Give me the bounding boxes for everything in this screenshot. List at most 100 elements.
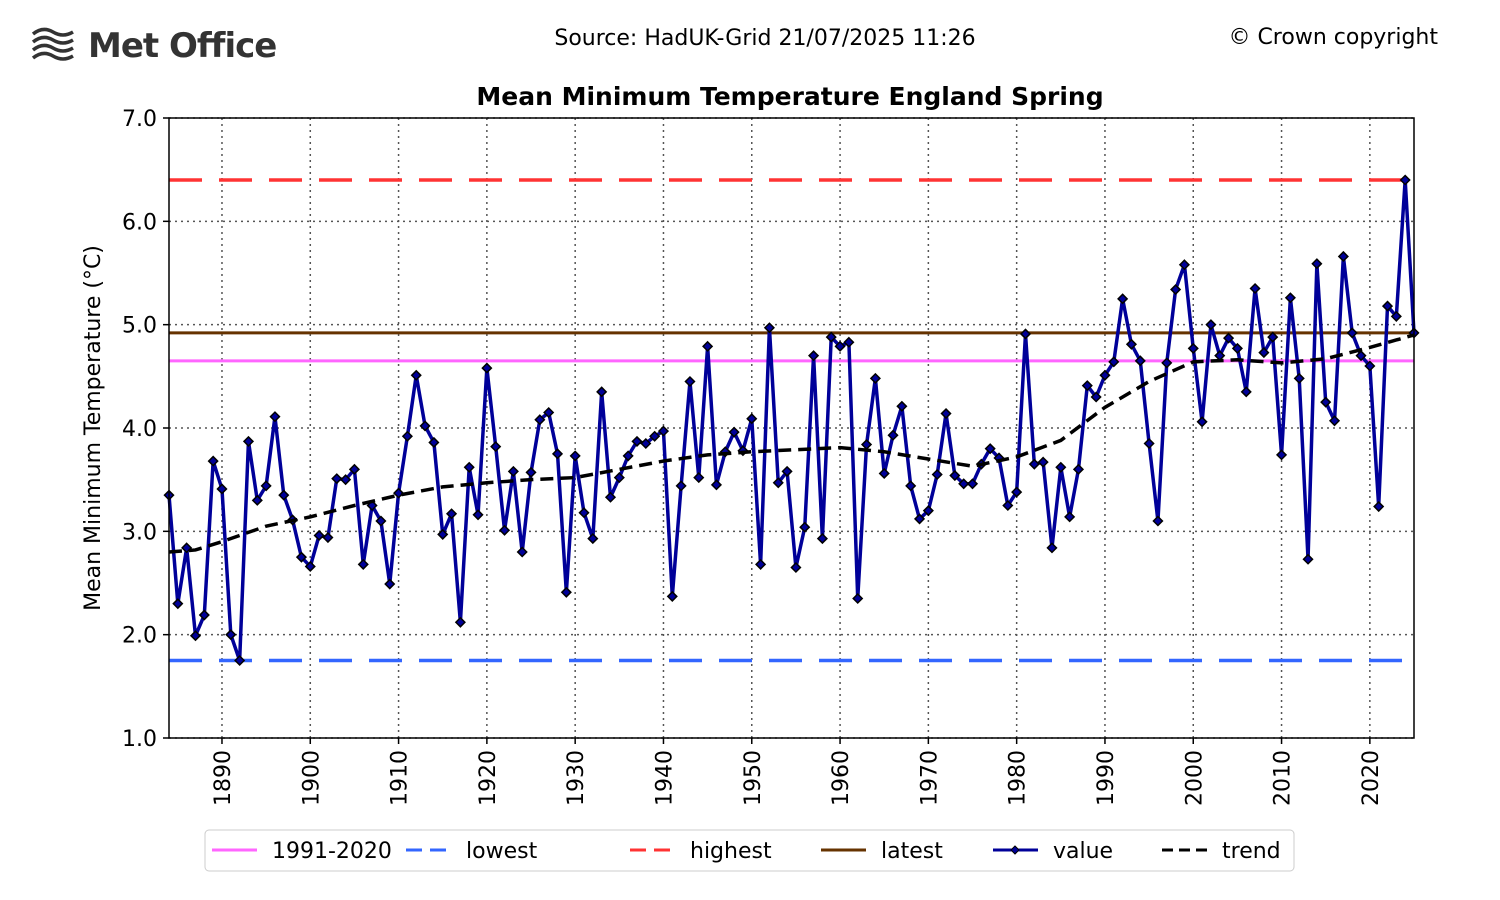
y-tick-label: 6.0 — [122, 210, 157, 235]
value-point — [640, 437, 652, 450]
value-point — [755, 558, 767, 570]
value-point — [1161, 357, 1173, 369]
value-point — [534, 414, 546, 426]
legend-label-latest: latest — [881, 839, 943, 864]
trend-line — [168, 333, 1415, 554]
value-point — [278, 489, 290, 501]
value-point — [578, 507, 590, 519]
value-point — [922, 505, 934, 517]
value-point — [1011, 486, 1023, 498]
legend-label-baseline: 1991-2020 — [272, 839, 392, 864]
value-point — [1223, 332, 1235, 344]
value-point — [490, 441, 502, 453]
value-point — [958, 478, 970, 490]
x-tick-label: 1920 — [476, 750, 501, 806]
value-point — [242, 435, 255, 447]
value-point — [657, 425, 670, 437]
value-point — [207, 455, 219, 467]
value-point — [613, 472, 625, 484]
logo-waves-icon — [31, 27, 74, 61]
value-point — [304, 560, 316, 573]
value-point — [340, 474, 352, 486]
value-point — [896, 400, 908, 412]
value-point — [808, 350, 820, 362]
value-point — [728, 426, 740, 438]
value-point — [1267, 331, 1279, 343]
value-point — [1275, 449, 1288, 461]
value-point — [1002, 499, 1014, 512]
value-point — [666, 590, 678, 602]
value-point — [551, 448, 564, 460]
value-point — [1099, 369, 1111, 381]
x-tick-label: 1970 — [917, 750, 942, 806]
value-point — [1328, 415, 1341, 427]
legend-box — [204, 829, 1295, 872]
value-point — [1143, 437, 1155, 450]
value-point — [604, 491, 617, 503]
value-point — [225, 629, 237, 641]
value-point — [1064, 511, 1076, 523]
value-point — [878, 467, 890, 480]
y-tick-label: 2.0 — [122, 624, 157, 649]
value-point — [543, 406, 555, 419]
value-point — [596, 386, 608, 398]
value-point — [445, 508, 458, 520]
value-point — [1399, 174, 1411, 186]
value-point — [198, 609, 210, 621]
value-point — [905, 480, 917, 492]
value-point — [251, 494, 263, 506]
value-point — [331, 473, 343, 485]
y-tick-label: 4.0 — [122, 417, 157, 442]
value-point — [1249, 282, 1261, 295]
value-point — [1178, 259, 1190, 271]
value-point — [852, 592, 864, 605]
value-point — [1196, 416, 1208, 428]
source-label: Source: HadUK-Grid 21/07/2025 11:26 — [554, 26, 975, 51]
value-point — [260, 480, 272, 492]
x-tick-label: 1910 — [388, 750, 413, 806]
value-point — [816, 533, 828, 545]
value-point — [746, 413, 758, 425]
value-point — [834, 340, 846, 352]
value-point — [1108, 356, 1120, 368]
value-point — [1125, 338, 1138, 350]
value-point — [525, 466, 537, 478]
value-point — [463, 461, 475, 473]
value-point — [1072, 463, 1085, 475]
value-point — [984, 443, 996, 455]
value-point — [348, 463, 360, 475]
legend: 1991-2020 lowest highest latest value trend — [204, 829, 1295, 872]
value-point — [481, 362, 493, 374]
value-point — [295, 551, 308, 563]
value-point — [1320, 396, 1332, 408]
value-point — [622, 450, 634, 462]
value-point — [375, 515, 387, 527]
value-point — [269, 411, 281, 423]
legend-label-trend: trend — [1222, 839, 1281, 864]
value-point — [516, 546, 528, 558]
value-point — [1117, 293, 1129, 305]
value-point — [693, 472, 705, 484]
met-office-logo: Met Office — [31, 26, 277, 66]
value-point — [172, 598, 184, 610]
axis-ticks: 1.0 2.0 3.0 4.0 5.0 6.0 7.0 1890 1900 1910 1920 193… — [122, 107, 1384, 806]
value-point — [1364, 360, 1376, 372]
value-point — [428, 436, 440, 449]
copyright-label: © Crown copyright — [1228, 25, 1438, 50]
value-point — [1373, 500, 1385, 513]
value-point — [799, 521, 811, 533]
value-point — [437, 528, 449, 540]
value-point — [860, 438, 873, 451]
value-point — [216, 483, 228, 495]
value-point — [569, 450, 581, 462]
value-point — [763, 322, 775, 334]
value-point — [313, 529, 325, 542]
value-point — [507, 465, 519, 477]
value-point — [1037, 456, 1049, 468]
value-line — [167, 178, 1416, 663]
value-point — [234, 654, 246, 667]
legend-marker-value — [1010, 845, 1020, 855]
value-point — [322, 531, 334, 544]
value-point — [1240, 386, 1252, 398]
